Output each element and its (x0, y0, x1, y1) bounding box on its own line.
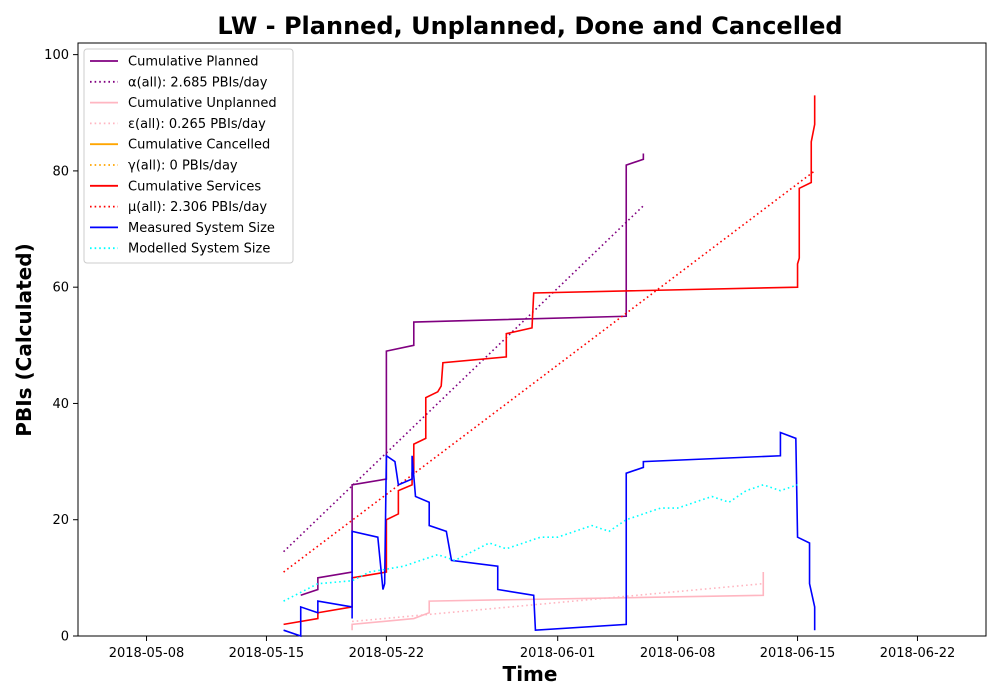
series-line-measured-system-size (283, 431, 816, 638)
x-tick-label: 2018-06-15 (760, 646, 836, 661)
series-line-all-2-685-pbis-day (283, 205, 644, 553)
series-line-cumulative-unplanned (351, 572, 765, 631)
y-tick-label: 0 (61, 630, 69, 645)
legend-label: Modelled System Size (128, 242, 270, 257)
x-axis-label: Time (503, 662, 558, 686)
x-tick-label: 2018-05-08 (109, 646, 185, 661)
chart-title: LW - Planned, Unplanned, Done and Cancel… (217, 12, 842, 40)
legend-label: Measured System Size (128, 221, 275, 236)
y-axis: 0 20 40 60 80 100 (44, 48, 78, 645)
y-tick-label: 40 (52, 397, 69, 412)
x-axis: 2018-05-08 2018-05-15 2018-05-22 2018-06-01… (109, 636, 956, 661)
series-line-all-0-265-pbis-day (352, 582, 764, 623)
legend-box (83, 48, 294, 264)
legend: Cumulative Planned α(all): 2.685 PBIs/day… (83, 48, 294, 264)
x-tick-label: 2018-06-01 (520, 646, 596, 661)
y-tick-label: 80 (52, 164, 69, 179)
legend-label: Cumulative Cancelled (128, 138, 270, 153)
x-tick-label: 2018-05-15 (229, 646, 305, 661)
legend-label: Cumulative Planned (128, 55, 258, 70)
series-layer (283, 95, 816, 638)
x-tick-label: 2018-06-22 (880, 646, 956, 661)
y-tick-label: 100 (44, 48, 69, 63)
legend-label: Cumulative Services (128, 179, 261, 194)
series-line-cumulative-services (283, 95, 816, 626)
y-tick-label: 20 (52, 513, 69, 528)
legend-label: γ(all): 0 PBIs/day (128, 159, 238, 174)
x-tick-label: 2018-06-08 (640, 646, 716, 661)
y-tick-label: 60 (52, 281, 69, 296)
series-line-all-2-306-pbis-day (283, 170, 816, 573)
series-line-modelled-system-size (283, 483, 798, 602)
legend-label: α(all): 2.685 PBIs/day (128, 75, 268, 90)
legend-label: ε(all): 0.265 PBIs/day (128, 117, 266, 132)
legend-label: Cumulative Unplanned (128, 96, 277, 111)
legend-label: μ(all): 2.306 PBIs/day (128, 200, 267, 215)
y-axis-label: PBIs (Calculated) (12, 243, 36, 436)
x-tick-label: 2018-05-22 (349, 646, 425, 661)
series-line-cumulative-planned (300, 153, 645, 597)
plot-area (77, 42, 987, 637)
